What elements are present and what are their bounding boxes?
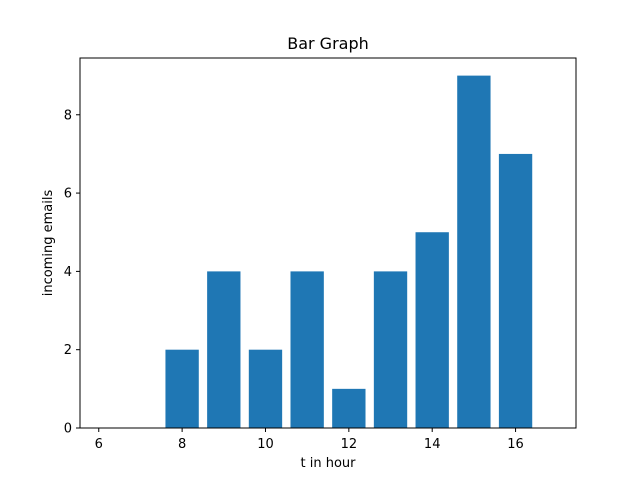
x-axis-ticks: 6 8 10 12 14 16 — [95, 428, 524, 452]
bar-14 — [415, 232, 449, 428]
y-tick-label: 2 — [64, 343, 72, 358]
y-tick-label: 6 — [64, 187, 72, 202]
x-tick-label: 16 — [507, 437, 524, 452]
y-axis-label: incoming emails — [41, 190, 56, 297]
bar-11 — [290, 271, 324, 428]
bar-10 — [248, 349, 283, 428]
chart-title: Bar Graph — [287, 34, 369, 53]
y-axis-ticks: 0 2 4 6 8 — [64, 108, 80, 437]
x-tick-label: 8 — [178, 437, 186, 452]
bar-16 — [498, 153, 533, 428]
x-tick-label: 12 — [341, 437, 358, 452]
y-tick-label: 4 — [64, 265, 72, 280]
plot-area — [80, 58, 576, 428]
x-tick-label: 6 — [95, 437, 103, 452]
bar-8 — [165, 349, 199, 428]
bar-15 — [457, 75, 491, 429]
bar-series — [165, 75, 533, 429]
y-tick-label: 0 — [64, 422, 72, 437]
plot-frame — [79, 57, 577, 429]
bar-12 — [332, 388, 366, 428]
bar-13 — [373, 271, 408, 428]
x-tick-label: 10 — [257, 437, 274, 452]
x-axis-label: t in hour — [301, 456, 357, 471]
bar-9 — [207, 271, 241, 428]
x-tick-label: 14 — [424, 437, 441, 452]
y-tick-label: 8 — [64, 108, 72, 123]
